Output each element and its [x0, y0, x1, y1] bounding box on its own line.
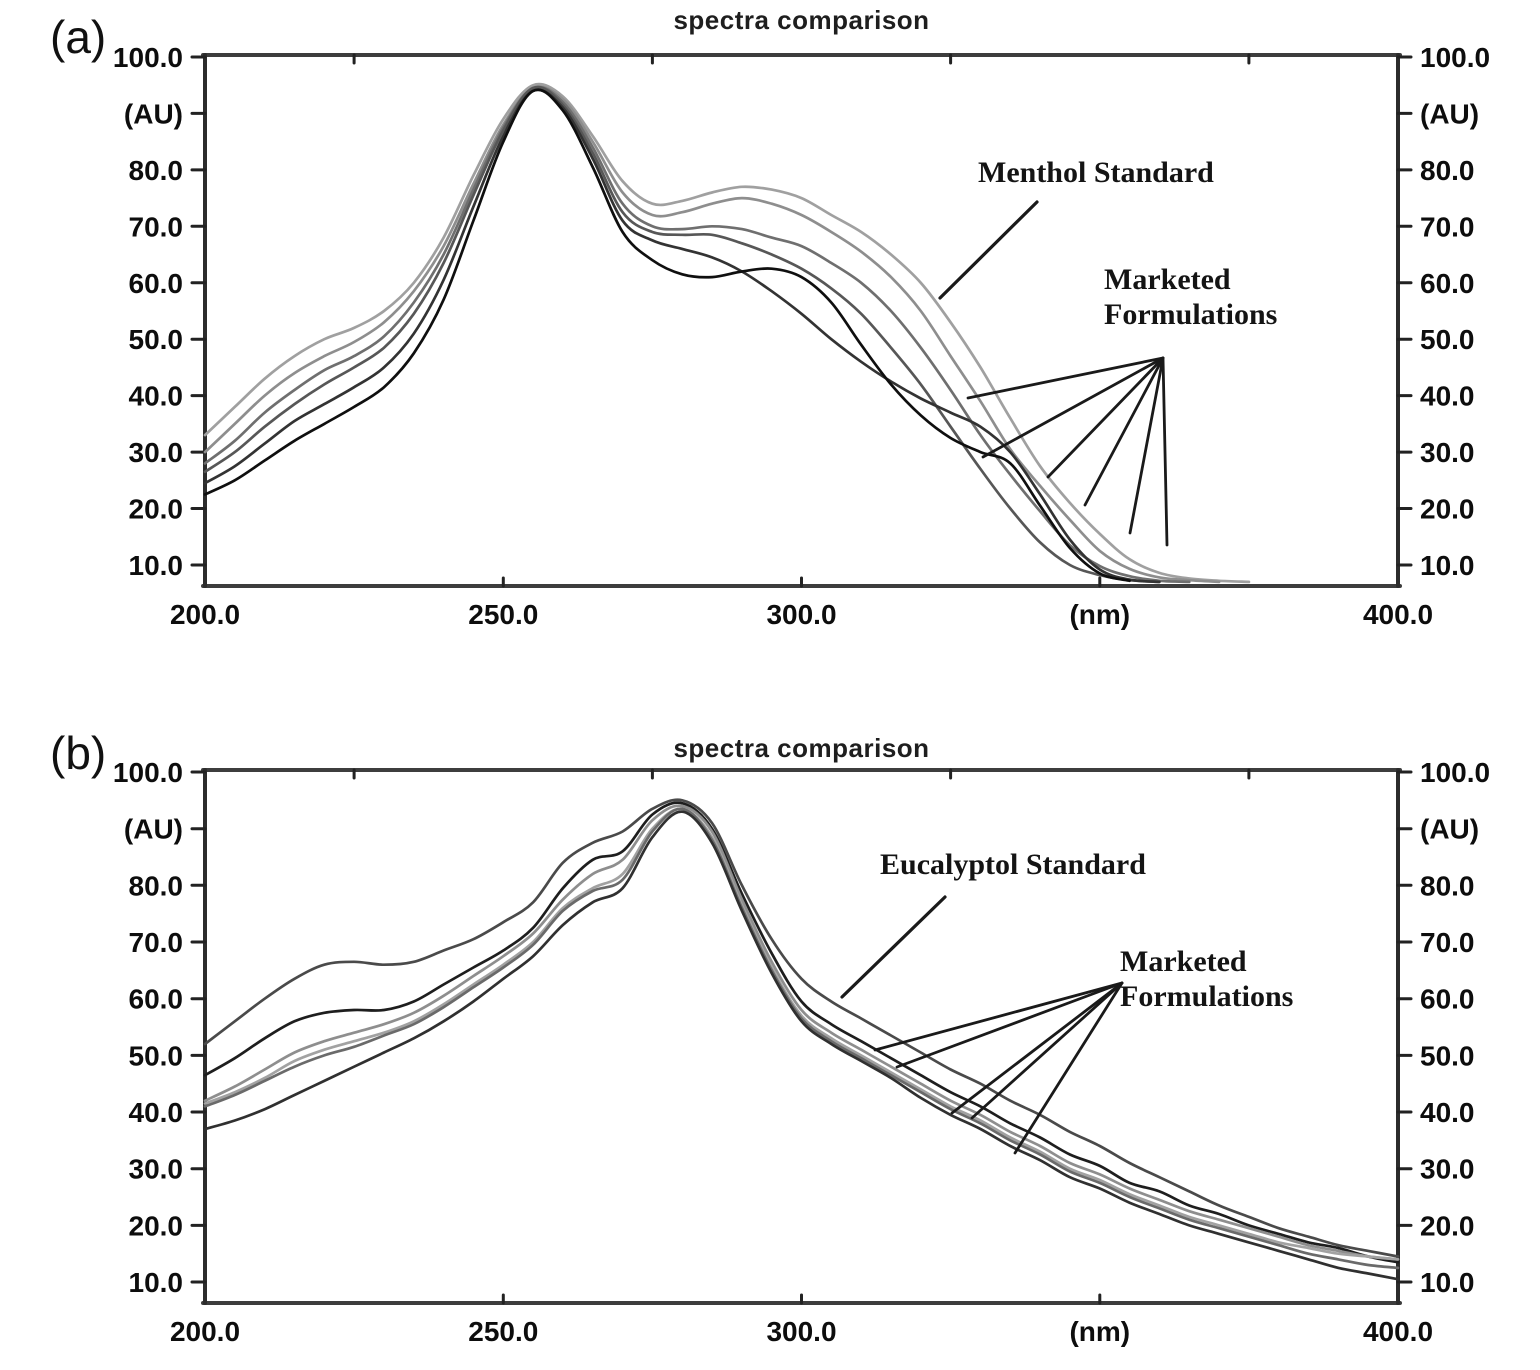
spectrum-curve	[203, 85, 1191, 584]
eucalyptol-standard-annotation: Eucalyptol Standard	[880, 848, 1146, 881]
y-tick-label-right: 50.0	[1420, 1040, 1475, 1071]
marketed-fan-line	[970, 981, 1124, 1120]
y-tick-label-right: 70.0	[1420, 211, 1475, 242]
y-tick-label-left: 30.0	[129, 437, 184, 468]
x-tick-label: (nm)	[1069, 599, 1130, 630]
y-tick-label-right: 80.0	[1420, 155, 1475, 186]
spectrum-curve	[203, 804, 1400, 1261]
y-tick-label-right: 60.0	[1420, 268, 1475, 299]
y-tick-label-left: 70.0	[129, 927, 184, 958]
y-tick-label-left: 80.0	[129, 870, 184, 901]
spectrum-curve	[203, 88, 1131, 583]
spectrum-curve	[203, 88, 1161, 584]
spectrum-curve	[203, 798, 1400, 1258]
chart-a-title: spectra comparison	[673, 5, 930, 35]
y-tick-label-right: 20.0	[1420, 494, 1475, 525]
y-tick-label-right: (AU)	[1420, 98, 1479, 129]
spectrum-curve	[203, 82, 1251, 584]
y-tick-label-left: 80.0	[129, 155, 184, 186]
y-tick-label-right: 60.0	[1420, 984, 1475, 1015]
y-tick-label-left: 50.0	[129, 1040, 184, 1071]
marketed-fan-line	[1013, 981, 1124, 1155]
marketed-fan-line	[1046, 356, 1165, 479]
y-tick-label-left: 10.0	[129, 550, 184, 581]
y-tick-label-right: 70.0	[1420, 927, 1475, 958]
marketed-fan-line	[873, 981, 1124, 1052]
y-tick-label-right: 40.0	[1420, 381, 1475, 412]
y-tick-label-left: (AU)	[124, 814, 183, 845]
y-tick-label-left: 30.0	[129, 1154, 184, 1185]
y-tick-label-right: 20.0	[1420, 1210, 1475, 1241]
y-tick-label-right: 10.0	[1420, 1267, 1475, 1298]
y-tick-label-right: 30.0	[1420, 1154, 1475, 1185]
menthol-standard-annotation: Menthol Standard	[978, 156, 1214, 189]
y-tick-label-left: 70.0	[129, 211, 184, 242]
x-tick-label: (nm)	[1069, 1316, 1130, 1347]
marketed-fan-line	[1128, 356, 1165, 535]
y-tick-label-left: 40.0	[129, 1097, 184, 1128]
x-tick-label: 400.0	[1363, 599, 1433, 630]
x-tick-label: 400.0	[1363, 1316, 1433, 1347]
marketed-formulations-annotation-a: Marketed Formulations	[1104, 263, 1278, 331]
x-tick-label: 200.0	[170, 599, 240, 630]
y-tick-label-left: 20.0	[129, 494, 184, 525]
panel-a-label: (a)	[50, 11, 107, 63]
y-tick-label-left: 20.0	[129, 1210, 184, 1241]
marketed-fan-line	[1161, 356, 1169, 547]
x-tick-label: 300.0	[766, 599, 836, 630]
y-tick-label-left: (AU)	[124, 98, 183, 129]
y-tick-label-left: 50.0	[129, 324, 184, 355]
panel-b-label: (b)	[50, 727, 107, 779]
marketed-fan-line	[950, 981, 1124, 1115]
x-tick-label: 200.0	[170, 1316, 240, 1347]
y-tick-label-right: (AU)	[1420, 814, 1479, 845]
y-tick-label-right: 100.0	[1420, 42, 1490, 73]
y-tick-label-right: 50.0	[1420, 324, 1475, 355]
y-tick-label-left: 100.0	[113, 42, 183, 73]
y-tick-label-right: 30.0	[1420, 437, 1475, 468]
spectrum-curve	[203, 85, 1221, 584]
y-tick-label-left: 10.0	[129, 1267, 184, 1298]
y-tick-label-left: 60.0	[129, 268, 184, 299]
y-tick-label-right: 80.0	[1420, 870, 1475, 901]
y-tick-label-right: 40.0	[1420, 1097, 1475, 1128]
spectrum-curve	[203, 807, 1400, 1270]
x-tick-label: 300.0	[766, 1316, 836, 1347]
marketed-fan-line	[981, 356, 1165, 459]
marketed-fan-line	[1083, 356, 1165, 507]
y-tick-label-left: 60.0	[129, 984, 184, 1015]
marketed-fan-line	[966, 356, 1165, 400]
y-tick-label-left: 100.0	[113, 757, 183, 788]
chart-b-title: spectra comparison	[673, 733, 930, 763]
y-tick-label-right: 10.0	[1420, 550, 1475, 581]
y-tick-label-right: 100.0	[1420, 757, 1490, 788]
standard-pointer-line	[840, 895, 947, 999]
spectrum-curve	[203, 85, 1161, 584]
y-tick-label-left: 40.0	[129, 381, 184, 412]
x-tick-label: 250.0	[468, 599, 538, 630]
spectrum-curve	[203, 801, 1400, 1264]
x-tick-label: 250.0	[468, 1316, 538, 1347]
spectrum-curve	[203, 810, 1400, 1281]
marketed-formulations-annotation-b: Marketed Formulations	[1120, 945, 1294, 1013]
standard-pointer-line	[938, 200, 1039, 300]
spectrum-curve	[203, 807, 1400, 1261]
marketed-fan-line	[895, 981, 1124, 1069]
